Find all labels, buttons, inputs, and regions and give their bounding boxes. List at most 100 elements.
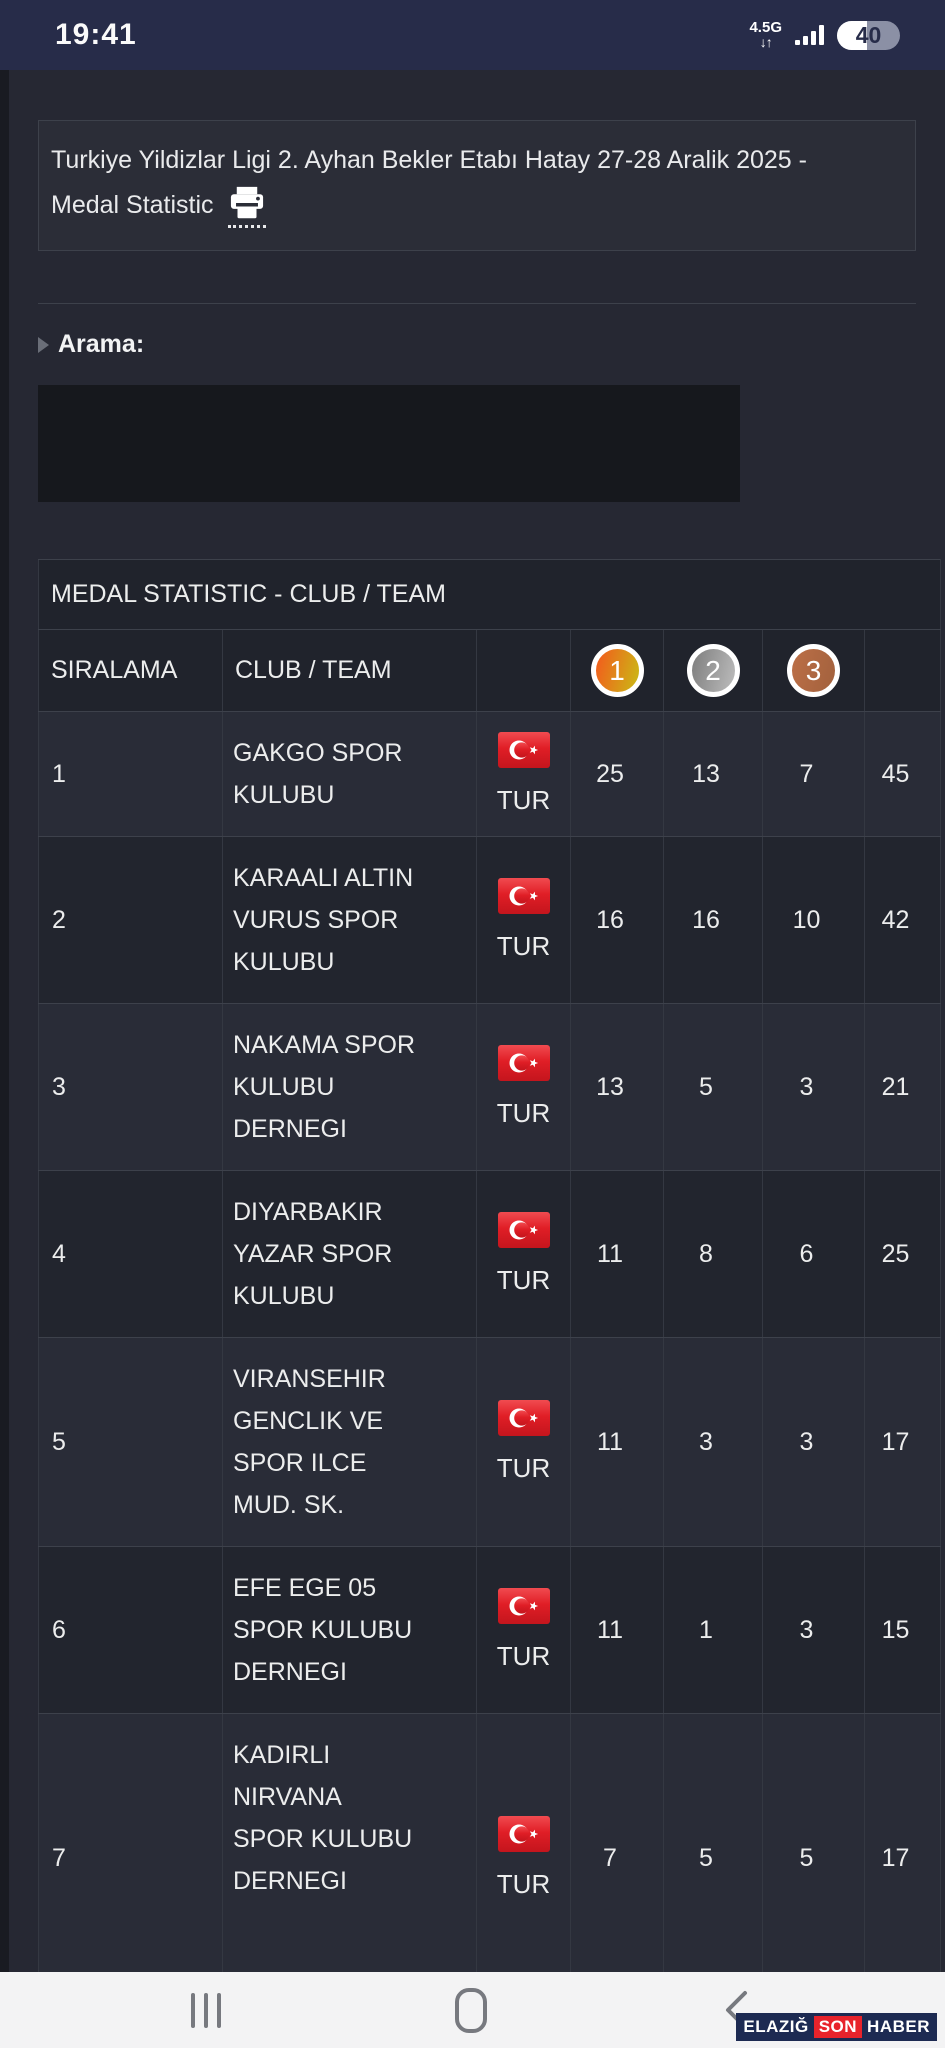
- table-row: 7 KADIRLI NIRVANA SPOR KULUBU DERNEGI TU…: [38, 1713, 942, 2003]
- turkey-flag-icon: [497, 1212, 550, 1248]
- rank-value: 1: [38, 711, 223, 837]
- network-indicator: 4.5G ↓↑: [749, 20, 782, 50]
- medal-table-section: MEDAL STATISTIC - CLUB / TEAM SIRALAMA C…: [37, 559, 942, 2003]
- gold-medal-icon: 1: [590, 644, 644, 697]
- total-count: 17: [863, 1713, 942, 2003]
- search-label: Arama:: [58, 330, 145, 358]
- country-code: TUR: [496, 785, 551, 815]
- table-row: 6 EFE EGE 05 SPOR KULUBU DERNEGI TUR 11 …: [38, 1546, 942, 1714]
- battery-fill: [837, 20, 868, 50]
- silver-count: 5: [663, 1003, 763, 1171]
- turkey-flag-icon: [497, 878, 550, 914]
- total-count: 45: [863, 711, 942, 837]
- page-title: Turkiye Yildizlar Ligi 2. Ayhan Bekler E…: [51, 146, 807, 219]
- turkey-flag-icon: [497, 1816, 550, 1852]
- silver-count: 8: [663, 1170, 763, 1338]
- title-card: Turkiye Yildizlar Ligi 2. Ayhan Bekler E…: [38, 120, 916, 251]
- watermark-part2: SON: [813, 2016, 863, 2038]
- rank-value: 7: [38, 1713, 223, 2003]
- rank-value: 6: [38, 1546, 223, 1714]
- total-count: 42: [863, 836, 942, 1004]
- print-button[interactable]: [227, 185, 266, 228]
- country-code: TUR: [496, 931, 551, 961]
- club-name: GAKGO SPOR KULUBU: [233, 739, 403, 809]
- battery-icon: 40: [837, 20, 900, 50]
- total-count: 21: [863, 1003, 942, 1171]
- status-bar: 19:41 4.5G ↓↑ 40: [0, 0, 945, 70]
- table-row: 3 NAKAMA SPOR KULUBU DERNEGI TUR 13 5 3 …: [38, 1003, 942, 1171]
- column-header-gold[interactable]: 1: [570, 629, 664, 712]
- medal-table: MEDAL STATISTIC - CLUB / TEAM SIRALAMA C…: [37, 559, 942, 2003]
- network-type-label: 4.5G: [749, 19, 782, 36]
- column-header-rank[interactable]: SIRALAMA: [38, 629, 223, 712]
- rank-value: 2: [38, 836, 223, 1004]
- club-name: EFE EGE 05 SPOR KULUBU DERNEGI: [233, 1574, 413, 1686]
- home-icon: [455, 1987, 487, 2033]
- bronze-count: 7: [762, 711, 865, 837]
- home-button[interactable]: [455, 1972, 487, 2048]
- table-title: MEDAL STATISTIC - CLUB / TEAM: [37, 559, 942, 630]
- club-name: KADIRLI NIRVANA SPOR KULUBU DERNEGI: [233, 1741, 413, 1895]
- clock: 19:41: [55, 18, 137, 51]
- silver-count: 16: [663, 836, 763, 1004]
- network-arrows-icon: ↓↑: [759, 34, 773, 50]
- arrow-right-icon: [38, 336, 49, 353]
- column-header-total[interactable]: [863, 629, 942, 712]
- gold-count: 16: [570, 836, 664, 1004]
- club-name: VIRANSEHIR GENCLIK VE SPOR ILCE MUD. SK.: [233, 1365, 386, 1519]
- watermark-part3: HABER: [867, 2017, 930, 2036]
- rank-value: 5: [38, 1337, 223, 1547]
- gold-count: 7: [570, 1713, 664, 2003]
- rank-value: 4: [38, 1170, 223, 1338]
- bronze-count: 5: [762, 1713, 865, 2003]
- bronze-count: 3: [762, 1003, 865, 1171]
- watermark: ELAZIĞ SON HABER: [736, 2013, 937, 2041]
- silver-count: 5: [663, 1713, 763, 2003]
- table-row: 2 KARAALI ALTIN VURUS SPOR KULUBU TUR 16…: [38, 836, 942, 1004]
- gold-count: 25: [570, 711, 664, 837]
- bronze-count: 6: [762, 1170, 865, 1338]
- column-header-silver[interactable]: 2: [663, 629, 763, 712]
- gold-count: 11: [570, 1170, 664, 1338]
- country-code: TUR: [496, 1641, 551, 1671]
- table-row: 4 DIYARBAKIR YAZAR SPOR KULUBU TUR 11 8 …: [38, 1170, 942, 1338]
- recent-apps-button[interactable]: [191, 1972, 221, 2048]
- watermark-part1: ELAZIĞ: [743, 2017, 809, 2036]
- silver-count: 13: [663, 711, 763, 837]
- gold-count: 11: [570, 1337, 664, 1547]
- battery-percent: 40: [855, 21, 882, 48]
- country-code: TUR: [496, 1265, 551, 1295]
- country-code: TUR: [496, 1453, 551, 1483]
- rank-value: 3: [38, 1003, 223, 1171]
- column-header-club[interactable]: CLUB / TEAM: [222, 629, 477, 712]
- turkey-flag-icon: [497, 732, 550, 768]
- column-header-bronze[interactable]: 3: [762, 629, 865, 712]
- search-section: Arama:: [38, 303, 916, 502]
- page-content: Turkiye Yildizlar Ligi 2. Ayhan Bekler E…: [9, 70, 945, 2003]
- total-count: 17: [863, 1337, 942, 1547]
- club-name: KARAALI ALTIN VURUS SPOR KULUBU: [233, 864, 414, 976]
- silver-count: 3: [663, 1337, 763, 1547]
- table-row: 5 VIRANSEHIR GENCLIK VE SPOR ILCE MUD. S…: [38, 1337, 942, 1547]
- total-count: 15: [863, 1546, 942, 1714]
- bronze-count: 10: [762, 836, 865, 1004]
- country-code: TUR: [496, 1869, 551, 1899]
- silver-count: 1: [663, 1546, 763, 1714]
- bronze-medal-icon: 3: [787, 644, 840, 697]
- club-name: DIYARBAKIR YAZAR SPOR KULUBU: [233, 1198, 393, 1310]
- signal-strength-icon: [795, 25, 824, 45]
- turkey-flag-icon: [497, 1400, 550, 1436]
- gold-count: 11: [570, 1546, 664, 1714]
- country-code: TUR: [496, 1098, 551, 1128]
- bronze-count: 3: [762, 1546, 865, 1714]
- column-header-flag[interactable]: [476, 629, 571, 712]
- table-row: 1 GAKGO SPOR KULUBU TUR 25 13 7 45: [38, 711, 942, 837]
- silver-medal-icon: 2: [686, 644, 740, 697]
- search-input[interactable]: [38, 385, 740, 502]
- club-name: NAKAMA SPOR KULUBU DERNEGI: [233, 1031, 415, 1143]
- page-edge-strip: [0, 70, 9, 1972]
- bronze-count: 3: [762, 1337, 865, 1547]
- android-nav-bar: ELAZIĞ SON HABER: [0, 1972, 945, 2048]
- total-count: 25: [863, 1170, 942, 1338]
- turkey-flag-icon: [497, 1045, 550, 1081]
